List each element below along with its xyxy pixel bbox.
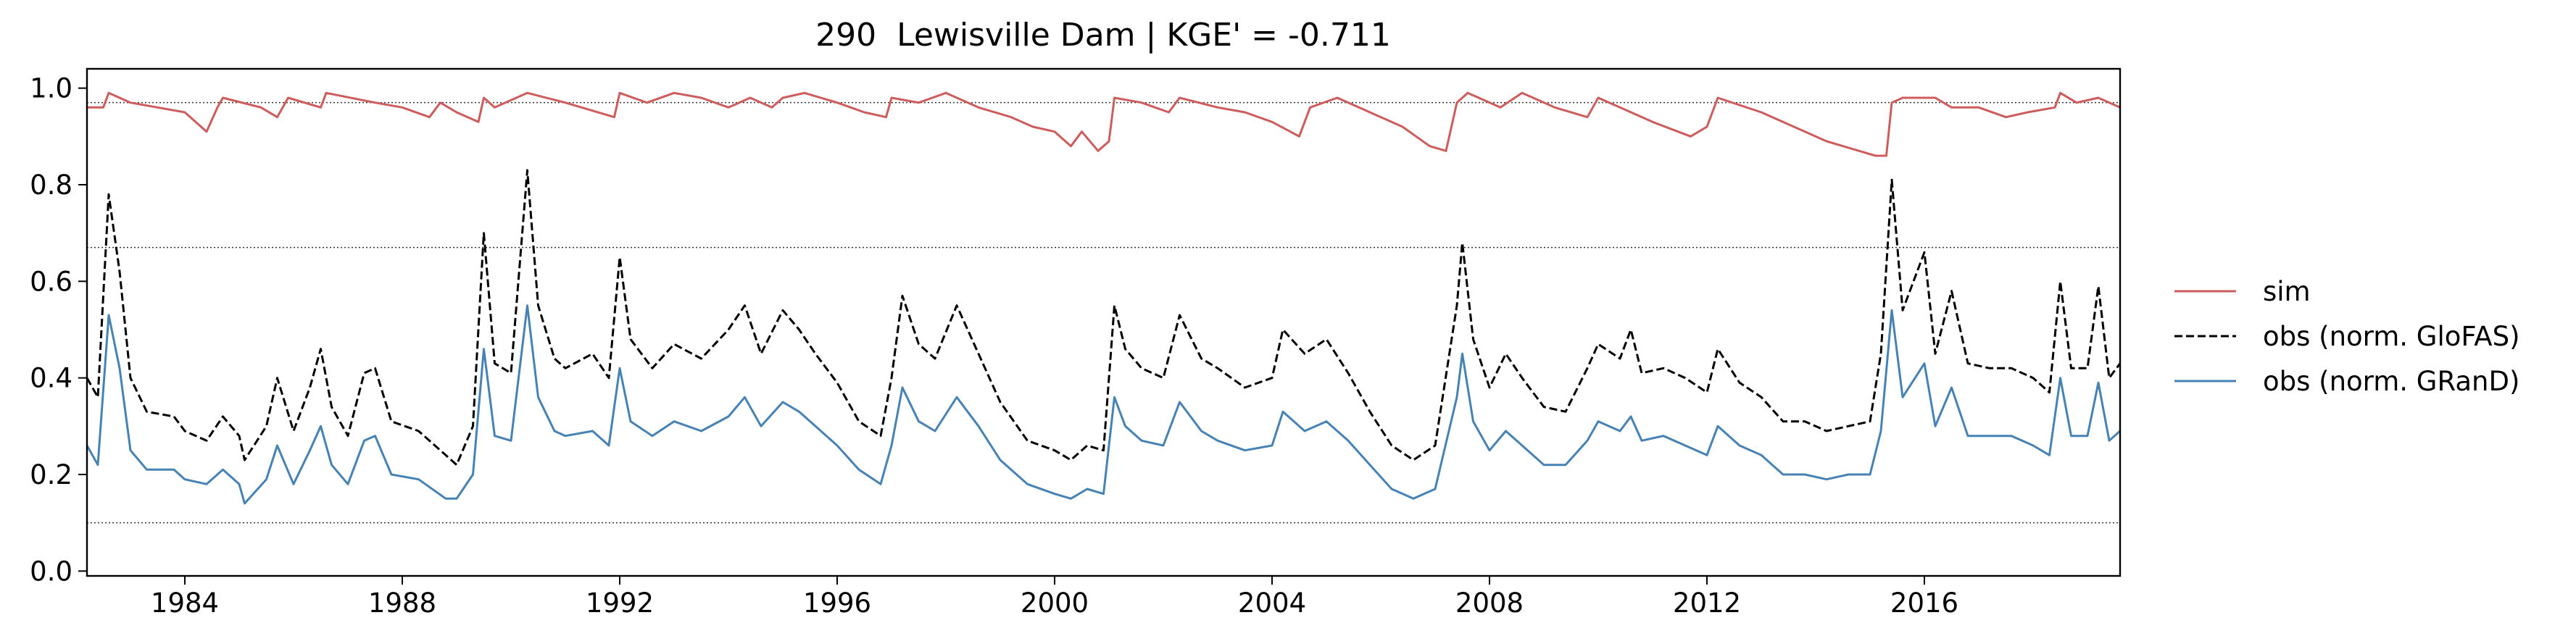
chart-title: 290 Lewisville Dam | KGE' = -0.711 <box>815 17 1391 54</box>
y-tick-label: 1.0 <box>30 73 72 104</box>
x-tick-label: 2008 <box>1455 587 1524 619</box>
series-layer <box>86 91 2122 505</box>
series-line-0 <box>87 91 2121 157</box>
legend-label-0: sim <box>2263 276 2311 307</box>
x-axis: 1984 1988 1992 1996 2000 2004 2008 2012 2016 <box>151 576 1958 619</box>
reference-lines <box>87 101 2120 524</box>
plot-frame <box>86 67 2122 577</box>
y-axis: 0.0 0.2 0.4 0.6 0.8 1.0 <box>30 73 87 587</box>
x-tick-label: 2004 <box>1238 587 1306 619</box>
x-tick-label: 2016 <box>1890 587 1958 619</box>
y-tick-label: 0.8 <box>30 170 72 201</box>
legend-label-1: obs (norm. GloFAS) <box>2263 321 2520 352</box>
series-line-2 <box>86 304 2121 505</box>
series-line-1 <box>86 169 2122 467</box>
x-tick-label: 1992 <box>586 587 654 619</box>
x-tick-label: 1988 <box>368 587 436 619</box>
x-tick-label: 1996 <box>803 587 871 619</box>
y-tick-label: 0.4 <box>30 363 72 394</box>
legend: sim obs (norm. GloFAS) obs (norm. GRanD) <box>2174 276 2520 397</box>
x-tick-label: 2012 <box>1673 587 1741 619</box>
x-tick-label: 1984 <box>151 587 219 619</box>
y-tick-label: 0.6 <box>30 266 72 297</box>
x-tick-label: 2000 <box>1021 587 1089 619</box>
y-tick-label: 0.2 <box>30 459 72 490</box>
legend-label-2: obs (norm. GRanD) <box>2263 366 2519 397</box>
y-tick-label: 0.0 <box>30 556 72 587</box>
